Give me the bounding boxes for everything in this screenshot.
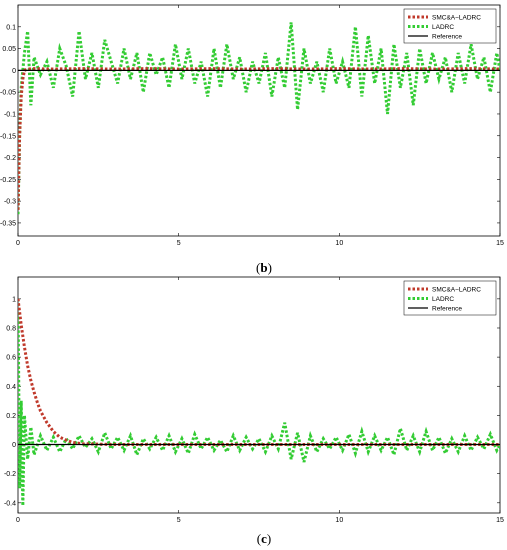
panel-b-legend-label: LADRC <box>432 24 454 31</box>
panel-c-chart: 0 5 10 15 1 0.8 0.6 0.4 0.2 0 -0.2 -0.4 SMC&A−LADRC L… <box>4 276 504 546</box>
panel-b-x-tick-label: 5 <box>177 240 181 247</box>
panel-b-series-line-smc-a-ladrc <box>18 67 500 210</box>
panel-b-chart: 0 5 10 15 0.1 0.05 0 -0.05 -0.1 -0.15 -0.2 -0.25 -0.… <box>0 4 504 275</box>
panel-b-caption-open: ( <box>256 260 260 275</box>
panel-c-caption-letter: c <box>261 531 267 546</box>
panel-c-x-tick-label: 15 <box>496 517 504 524</box>
panel-b-caption-letter: b <box>260 260 267 275</box>
panel-b-y-tick-label: -0.25 <box>0 177 16 184</box>
panel-c-y-tick-label: 0.2 <box>6 413 16 420</box>
panel-c-caption: (c) <box>257 531 271 546</box>
panel-b-legend-box <box>403 8 497 44</box>
panel-c-legend-label: LADRC <box>432 296 454 303</box>
panel-c-caption-close: ) <box>267 531 271 546</box>
panel-b-x-tick-label: 0 <box>16 240 20 247</box>
panel-b-y-tick-label: 0 <box>12 68 16 75</box>
panel-c-series-line-ladrc <box>18 298 500 506</box>
panel-c-y-tick-label: -0.2 <box>4 471 16 478</box>
panel-c-legend-label: Reference <box>432 305 462 312</box>
panel-b-y-tick-label: -0.05 <box>0 90 16 97</box>
panel-c-y-tick-label: -0.4 <box>4 500 16 507</box>
panel-b-series-group <box>18 22 500 215</box>
panel-c-y-tick-label: 0.6 <box>6 355 16 362</box>
panel-b-x-tick-label: 10 <box>335 240 343 247</box>
panel-b-y-tick-label: 0.1 <box>6 24 16 31</box>
panel-c-legend-label: SMC&A−LADRC <box>432 286 481 293</box>
panel-c-plot-frame <box>17 276 501 514</box>
panel-c-y-tick-label: 0 <box>12 442 16 449</box>
panel-b-y-tick-label: -0.3 <box>4 199 16 206</box>
panel-b-legend-label: Reference <box>432 33 462 40</box>
panel-c-x-tick-label: 10 <box>335 517 343 524</box>
panel-b-x-tick-label: 15 <box>496 240 504 247</box>
panel-b-y-tick-label: -0.35 <box>0 220 16 227</box>
panel-b-plot-frame <box>17 4 501 237</box>
panel-c-legend: SMC&A−LADRC LADRC Reference <box>403 280 497 316</box>
panel-b-y-tick-label: -0.1 <box>4 111 16 118</box>
panel-c-caption-open: ( <box>257 531 261 546</box>
panel-b-y-tick-label: -0.2 <box>4 155 16 162</box>
panel-c-y-tick-label: 0.8 <box>6 325 16 332</box>
panel-b-y-tick-label: -0.15 <box>0 133 16 140</box>
panel-c-x-tick-label: 5 <box>177 517 181 524</box>
panel-b-legend: SMC&A−LADRC LADRC Reference <box>403 8 497 44</box>
panel-b-legend-label: SMC&A−LADRC <box>432 14 481 21</box>
panel-c-series-group <box>18 298 500 506</box>
panel-c-y-tick-label: 0.4 <box>6 384 16 391</box>
panel-b-y-tick-label: 0.05 <box>2 46 16 53</box>
panel-b-caption: (b) <box>256 260 272 275</box>
panel-b-caption-close: ) <box>268 260 272 275</box>
panel-c-y-tick-label: 1 <box>12 296 16 303</box>
panel-c-x-tick-label: 0 <box>16 517 20 524</box>
